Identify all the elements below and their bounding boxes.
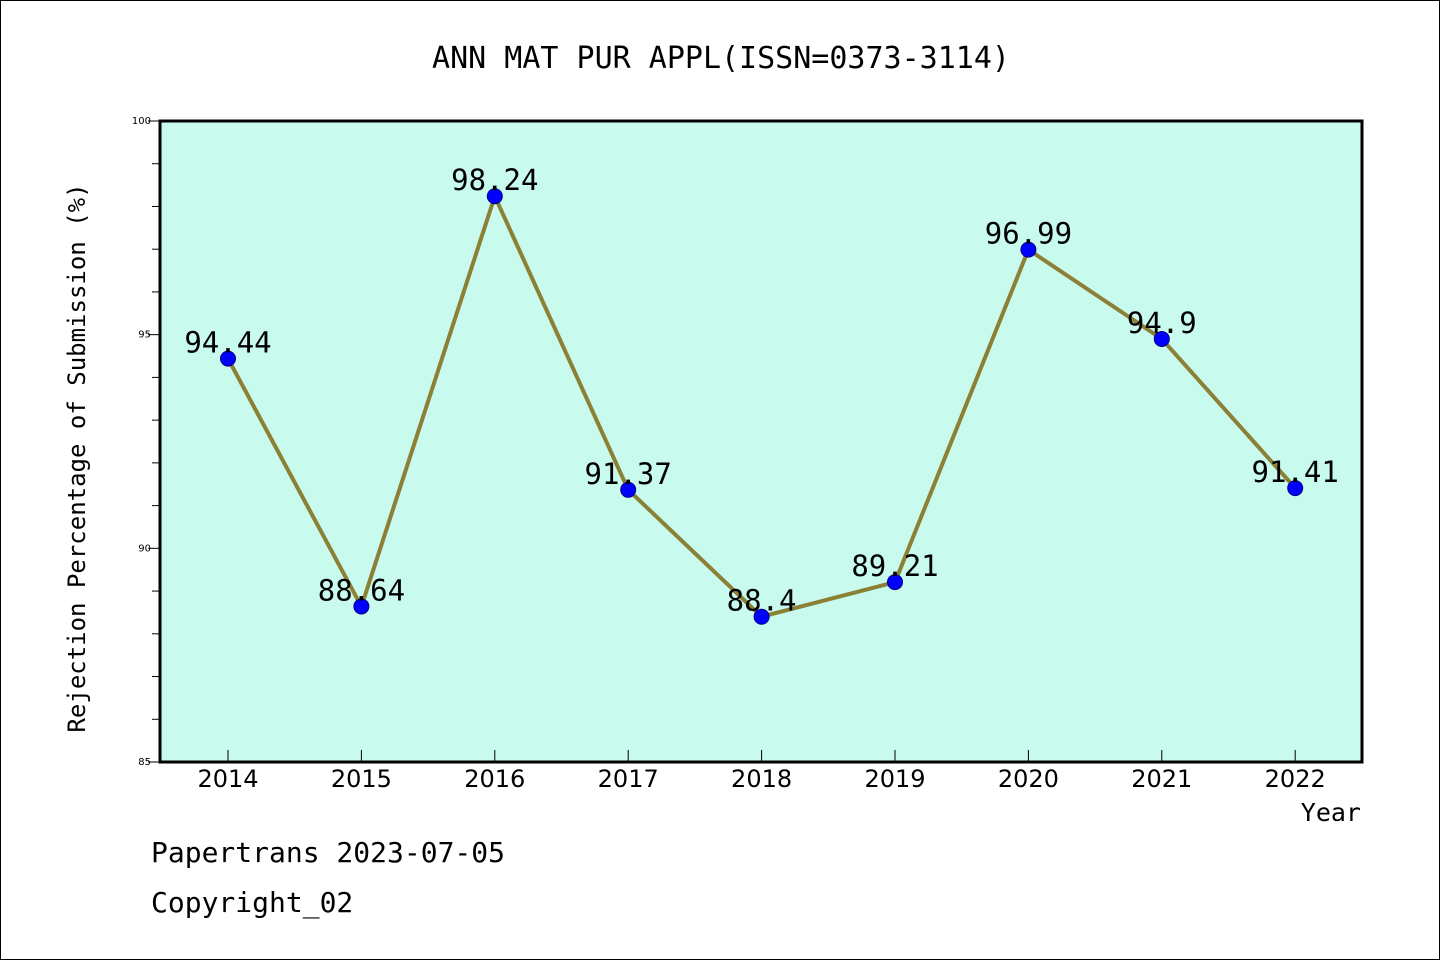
data-label: 88.64 — [318, 573, 405, 607]
data-point — [353, 598, 370, 615]
x-axis-label: Year — [1301, 798, 1361, 827]
y-tick-label: 100 — [132, 116, 151, 127]
x-tick-label: 2022 — [1265, 765, 1326, 793]
data-point — [220, 350, 236, 367]
x-tick-label: 2014 — [197, 765, 258, 793]
data-label: 88.4 — [727, 584, 797, 618]
data-label: 94.44 — [184, 326, 271, 360]
x-tick-label: 2018 — [731, 765, 792, 793]
chart-title: ANN MAT PUR APPL(ISSN=0373-3114) — [432, 41, 1010, 76]
x-tick-label: 2015 — [331, 765, 392, 793]
plot-area — [160, 121, 1362, 762]
data-label: 98.24 — [451, 163, 538, 197]
x-tick-label: 2019 — [864, 765, 925, 793]
x-tick-label: 2016 — [464, 765, 525, 793]
plot-border — [158, 119, 1364, 764]
data-point — [753, 608, 770, 625]
data-label: 91.41 — [1252, 455, 1339, 489]
data-label: 91.37 — [585, 457, 672, 491]
data-point — [1287, 480, 1304, 497]
x-tick-label: 2017 — [598, 765, 659, 793]
footer-date: Papertrans 2023-07-05 — [151, 836, 506, 869]
y-tick-label: 85 — [138, 757, 151, 768]
y-tick-label: 95 — [138, 330, 151, 341]
x-axis-ticks: 2014 2015 2016 2017 2018 2019 2020 2021 2022 — [197, 750, 1326, 793]
y-tick-label: 90 — [138, 543, 151, 554]
data-point — [486, 188, 503, 205]
y-axis-ticks: 85 90 95 100 — [132, 116, 160, 768]
data-label: 89.21 — [851, 549, 938, 583]
x-tick-label: 2020 — [998, 765, 1059, 793]
data-point — [620, 481, 637, 498]
footer-copyright: Copyright_02 — [151, 886, 354, 919]
x-tick-label: 2021 — [1131, 765, 1192, 793]
data-point — [887, 574, 903, 591]
data-label: 94.9 — [1127, 306, 1197, 340]
y-axis-label: Rejection Percentage of Submission (%) — [63, 183, 91, 732]
data-label: 96.99 — [985, 217, 1072, 251]
data-series: 94.44 88.64 98.24 91.37 88.4 89.21 96.99 94.9 91… — [184, 163, 1339, 625]
data-point — [1153, 330, 1170, 347]
data-point — [1020, 241, 1037, 258]
